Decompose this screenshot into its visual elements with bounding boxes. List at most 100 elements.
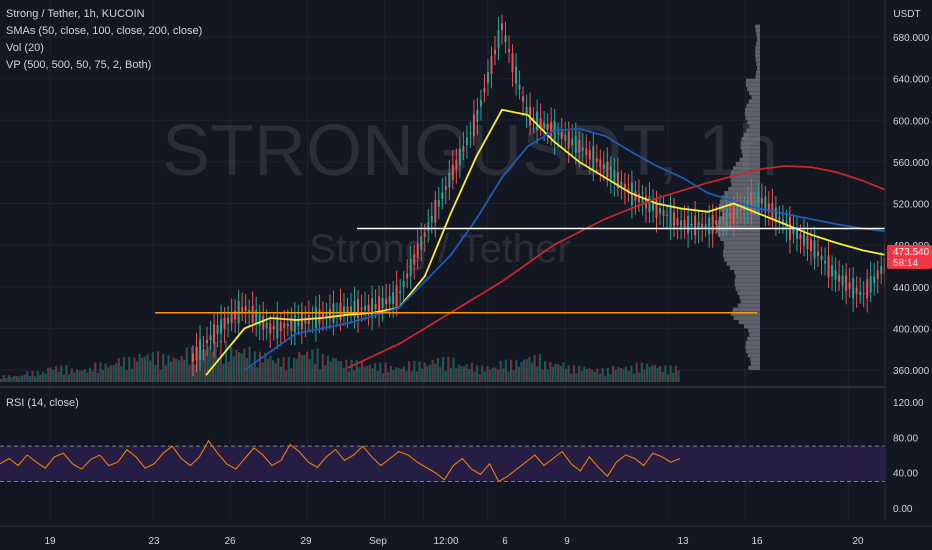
volume-bar xyxy=(256,367,259,382)
volume-bar xyxy=(122,357,126,382)
candle-body xyxy=(416,244,419,259)
volume-bar xyxy=(562,362,565,382)
candle-body xyxy=(866,279,869,299)
rsi-line xyxy=(0,439,681,483)
volume-profile-bar xyxy=(737,303,760,308)
candle-body xyxy=(739,208,742,212)
volume-profile-bar xyxy=(745,345,760,350)
candle-body xyxy=(711,214,714,234)
rsi-tick-label: 120.00 xyxy=(893,398,924,409)
rsi-tick-label: 40.00 xyxy=(893,469,918,480)
volume-bar xyxy=(473,371,476,382)
volume-bar xyxy=(112,365,115,382)
candle-body xyxy=(862,293,865,295)
candle-body xyxy=(813,240,816,259)
volume-bar xyxy=(308,359,311,382)
volume-bar xyxy=(510,359,513,382)
volume-bar xyxy=(523,359,526,382)
volume-bar xyxy=(0,379,3,382)
price-candles xyxy=(192,14,932,377)
candle-body xyxy=(767,203,770,213)
candle-body xyxy=(764,196,767,212)
volume-profile-bar xyxy=(749,124,760,129)
time-tick-label: 23 xyxy=(148,536,160,547)
volume-bar xyxy=(295,359,298,382)
candle-body xyxy=(648,196,651,213)
volume-bar xyxy=(483,371,487,382)
candle-body xyxy=(620,181,623,186)
volume-bar xyxy=(347,371,351,382)
sma-indicator-label[interactable]: SMAs (50, close, 100, close, 200, close) xyxy=(6,25,203,37)
candle-body xyxy=(262,315,265,330)
volume-bar xyxy=(115,363,118,382)
volume-bar xyxy=(224,340,228,382)
candle-body xyxy=(490,55,493,74)
candle-body xyxy=(508,49,511,53)
volume-bar xyxy=(78,370,81,382)
candle-body xyxy=(729,213,732,218)
candle-body xyxy=(272,326,275,330)
volume-bar xyxy=(238,352,241,382)
volume-profile-bar xyxy=(716,224,760,229)
volume-bar xyxy=(421,368,424,382)
volume-bar xyxy=(183,359,186,382)
volume-bar xyxy=(258,351,262,382)
volume-bar xyxy=(460,365,463,382)
volume-bar xyxy=(326,355,330,382)
candle-body xyxy=(841,275,844,286)
volume-bar xyxy=(517,366,521,382)
volume-bar xyxy=(381,373,385,382)
volume-bar xyxy=(214,341,217,382)
volume-bar xyxy=(41,371,45,382)
volume-bar xyxy=(324,365,327,382)
candle-body xyxy=(774,207,777,223)
volume-bar xyxy=(28,376,31,382)
candle-body xyxy=(451,164,454,180)
volume-profile-bar xyxy=(730,178,760,183)
candle-body xyxy=(423,232,426,238)
price-tick-label: 440.000 xyxy=(893,283,930,294)
volume-bar xyxy=(143,356,147,382)
candle-body xyxy=(810,239,812,251)
candle-body xyxy=(448,172,451,188)
volume-profile-bar xyxy=(750,357,760,362)
volume-profile-label[interactable]: VP (500, 500, 50, 75, 2, Both) xyxy=(6,59,152,71)
volume-bar xyxy=(316,348,319,382)
volume-profile-bar xyxy=(738,320,760,325)
candle-body xyxy=(722,215,725,223)
volume-profile-bar xyxy=(740,145,760,150)
volume-bar xyxy=(418,361,421,382)
volume-bar xyxy=(88,368,92,382)
volume-bar xyxy=(332,357,335,382)
volume-bar xyxy=(209,345,212,382)
volume-profile-bar xyxy=(747,120,760,125)
candle-body xyxy=(718,216,721,225)
volume-bar xyxy=(491,367,494,382)
volume-bar xyxy=(617,367,620,382)
volume-bar xyxy=(439,367,442,382)
volume-profile-bar xyxy=(732,166,760,171)
volume-bar xyxy=(455,368,458,382)
candle-body xyxy=(876,270,879,279)
volume-bar xyxy=(570,373,573,382)
volume-profile-bar xyxy=(740,299,760,304)
candle-body xyxy=(799,233,802,240)
last-price-badge xyxy=(887,244,932,269)
volume-bar xyxy=(554,363,557,382)
volume-bar xyxy=(146,354,149,382)
volume-profile-bar xyxy=(749,91,760,96)
candle-body xyxy=(781,219,784,225)
volume-bar xyxy=(431,359,434,382)
volume-indicator-label[interactable]: Vol (20) xyxy=(6,42,44,54)
volume-bar xyxy=(533,354,536,382)
volume-bar xyxy=(442,356,445,382)
volume-bar xyxy=(559,365,562,382)
volume-bar xyxy=(426,365,429,382)
candle-body xyxy=(848,282,851,289)
volume-profile-bar xyxy=(744,112,760,117)
candle-body xyxy=(669,206,672,228)
volume-bar xyxy=(52,369,55,382)
rsi-indicator-label[interactable]: RSI (14, close) xyxy=(6,397,79,409)
volume-profile-bar xyxy=(743,324,760,329)
